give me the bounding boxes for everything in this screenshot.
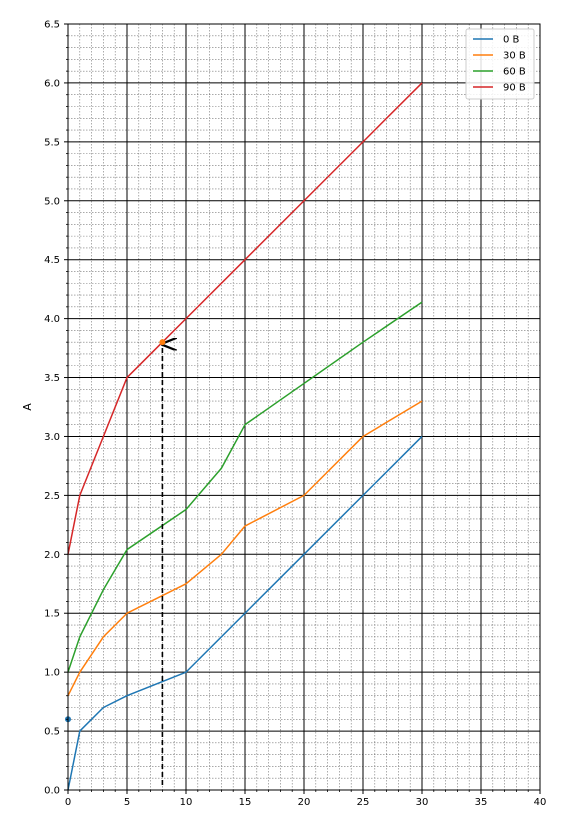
x-tick-label: 20 — [298, 797, 311, 808]
y-tick-label: 4.0 — [44, 314, 60, 325]
series-layer — [67, 82, 423, 791]
y-tick-label: 0.0 — [44, 786, 60, 797]
series-line-1 — [67, 400, 423, 697]
y-tick-label: 1.0 — [44, 668, 60, 679]
series-line-2 — [67, 301, 423, 673]
y-axis-label: A — [21, 403, 34, 411]
annotation-layer — [65, 339, 165, 785]
legend-label: 0 B — [503, 35, 520, 46]
y-axis: 0.0 0.5 1.0 1.5 2.0 2.5 3.0 3.5 4.0 4.5 5.0 5.5 6.0 6… — [44, 20, 68, 797]
x-tick-label: 15 — [239, 797, 252, 808]
minor-grid — [68, 24, 540, 790]
y-tick-label: 6.5 — [44, 20, 60, 31]
x-tick-label: 0 — [65, 797, 71, 808]
y-tick-label: 4.5 — [44, 255, 60, 266]
legend-label: 90 B — [503, 83, 526, 94]
y-tick-label: 3.5 — [44, 373, 60, 384]
y-tick-label: 2.5 — [44, 491, 60, 502]
x-tick-label: 30 — [416, 797, 429, 808]
x-tick-label: 25 — [357, 797, 370, 808]
legend-label: 60 B — [503, 67, 526, 78]
y-tick-label: 3.0 — [44, 432, 60, 443]
x-tick-label: 40 — [534, 797, 547, 808]
x-tick-label: 10 — [180, 797, 193, 808]
series-line-0 — [67, 435, 423, 791]
series-line-3 — [67, 82, 423, 555]
legend-box — [465, 28, 535, 100]
y-tick-label: 5.0 — [44, 196, 60, 207]
point-marker — [159, 339, 166, 346]
legend-label: 30 B — [503, 51, 526, 62]
y-tick-label: 2.0 — [44, 550, 60, 561]
y-tick-label: 0.5 — [44, 727, 60, 738]
x-tick-label: 35 — [475, 797, 488, 808]
x-axis: 0 5 10 15 20 25 30 35 40 — [65, 790, 547, 808]
major-grid — [67, 23, 541, 791]
y-tick-label: 5.5 — [44, 137, 60, 148]
x-tick-label: 5 — [124, 797, 130, 808]
y-tick-label: 6.0 — [44, 78, 60, 89]
legend: 0 B 30 B 60 B 90 B — [465, 28, 535, 100]
y-tick-label: 1.5 — [44, 609, 60, 620]
